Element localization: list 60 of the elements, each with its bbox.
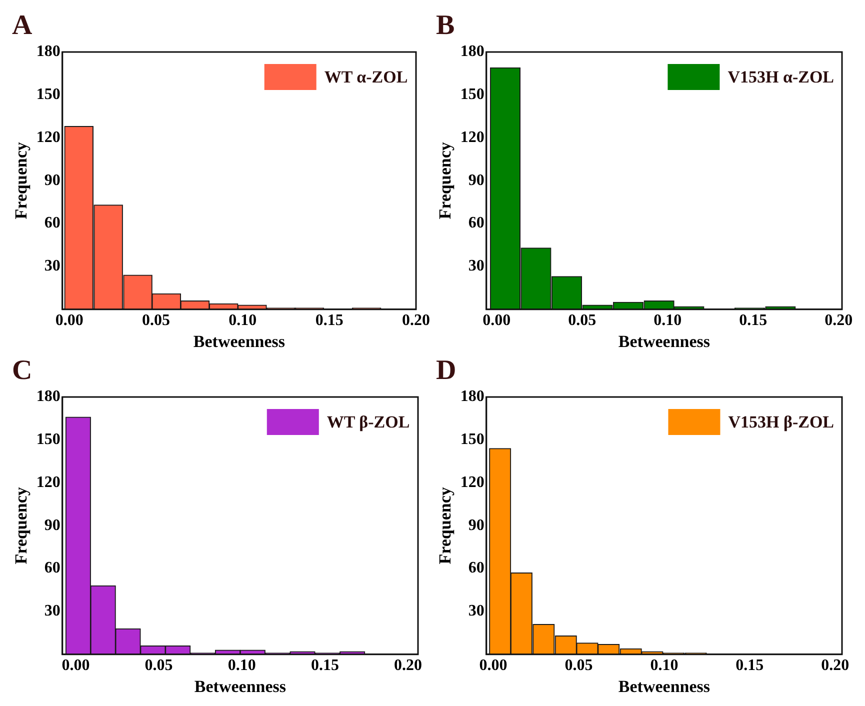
x-tick-label: 0.00 bbox=[55, 312, 84, 330]
y-axis-title: Frequency bbox=[12, 142, 31, 220]
y-tick-label: 120 bbox=[36, 474, 60, 491]
y-tick-label: 150 bbox=[36, 86, 60, 104]
x-tick-label: 0.20 bbox=[824, 312, 853, 330]
y-tick-label: 90 bbox=[44, 516, 60, 534]
x-tick-label: 0.20 bbox=[402, 312, 430, 330]
y-tick-label: 120 bbox=[460, 474, 484, 491]
y-tick-label: 60 bbox=[44, 214, 60, 232]
x-tick-label: 0.00 bbox=[482, 312, 511, 330]
x-tick-label: 0.10 bbox=[650, 657, 678, 674]
x-tick-label: 0.15 bbox=[310, 657, 339, 674]
x-tick-label: 0.05 bbox=[564, 657, 593, 674]
y-tick-label: 120 bbox=[36, 128, 60, 146]
text: D bbox=[436, 355, 456, 387]
x-axis-title: Betweenness bbox=[618, 332, 710, 352]
y-tick-label: 90 bbox=[468, 172, 484, 189]
legend-label: V153H β-ZOL bbox=[728, 412, 834, 432]
x-tick-label: 0.10 bbox=[654, 312, 682, 330]
y-axis-title: Frequency bbox=[436, 142, 455, 220]
x-tick-label: 0.05 bbox=[144, 657, 173, 674]
legend-label: WT α-ZOL bbox=[324, 67, 408, 86]
legend-label: V153H α-ZOL bbox=[728, 67, 834, 86]
x-tick-label: 0.05 bbox=[568, 312, 596, 330]
x-tick-label: 0.00 bbox=[62, 657, 90, 674]
x-tick-label: 0.05 bbox=[142, 312, 170, 330]
y-tick-label: 150 bbox=[460, 86, 484, 104]
y-tick-label: 180 bbox=[460, 388, 484, 406]
text: B bbox=[436, 10, 455, 42]
y-tick-label: 30 bbox=[44, 258, 60, 275]
x-axis-title: Betweenness bbox=[193, 332, 286, 352]
y-tick-label: 60 bbox=[44, 560, 60, 577]
y-axis-title: Frequency bbox=[436, 486, 455, 564]
y-tick-label: 60 bbox=[468, 560, 484, 577]
legend-label: WT β-ZOL bbox=[326, 412, 410, 432]
x-tick-label: 0.20 bbox=[394, 657, 422, 674]
x-tick-label: 0.10 bbox=[228, 657, 256, 674]
text: C bbox=[12, 355, 32, 387]
y-tick-label: 180 bbox=[36, 43, 60, 60]
y-tick-label: 30 bbox=[44, 602, 60, 620]
y-tick-label: 90 bbox=[44, 172, 60, 189]
y-tick-label: 120 bbox=[460, 128, 484, 146]
y-tick-label: 180 bbox=[36, 388, 60, 406]
y-tick-label: 30 bbox=[468, 602, 484, 620]
x-tick-label: 0.15 bbox=[736, 657, 764, 674]
y-tick-label: 30 bbox=[468, 258, 484, 275]
x-tick-label: 0.10 bbox=[228, 312, 257, 330]
x-tick-label: 0.15 bbox=[739, 312, 768, 330]
x-axis-title: Betweenness bbox=[194, 677, 286, 696]
text: A bbox=[12, 10, 32, 42]
y-tick-label: 150 bbox=[460, 431, 484, 448]
x-tick-label: 0.00 bbox=[479, 657, 508, 674]
y-tick-label: 180 bbox=[460, 43, 484, 60]
x-tick-label: 0.20 bbox=[821, 657, 850, 674]
y-axis-title: Frequency bbox=[12, 486, 31, 564]
x-axis-title: Betweenness bbox=[618, 677, 710, 696]
y-tick-label: 60 bbox=[468, 214, 484, 232]
y-tick-label: 150 bbox=[36, 431, 60, 448]
y-tick-label: 90 bbox=[468, 516, 484, 534]
x-tick-label: 0.15 bbox=[315, 312, 344, 330]
